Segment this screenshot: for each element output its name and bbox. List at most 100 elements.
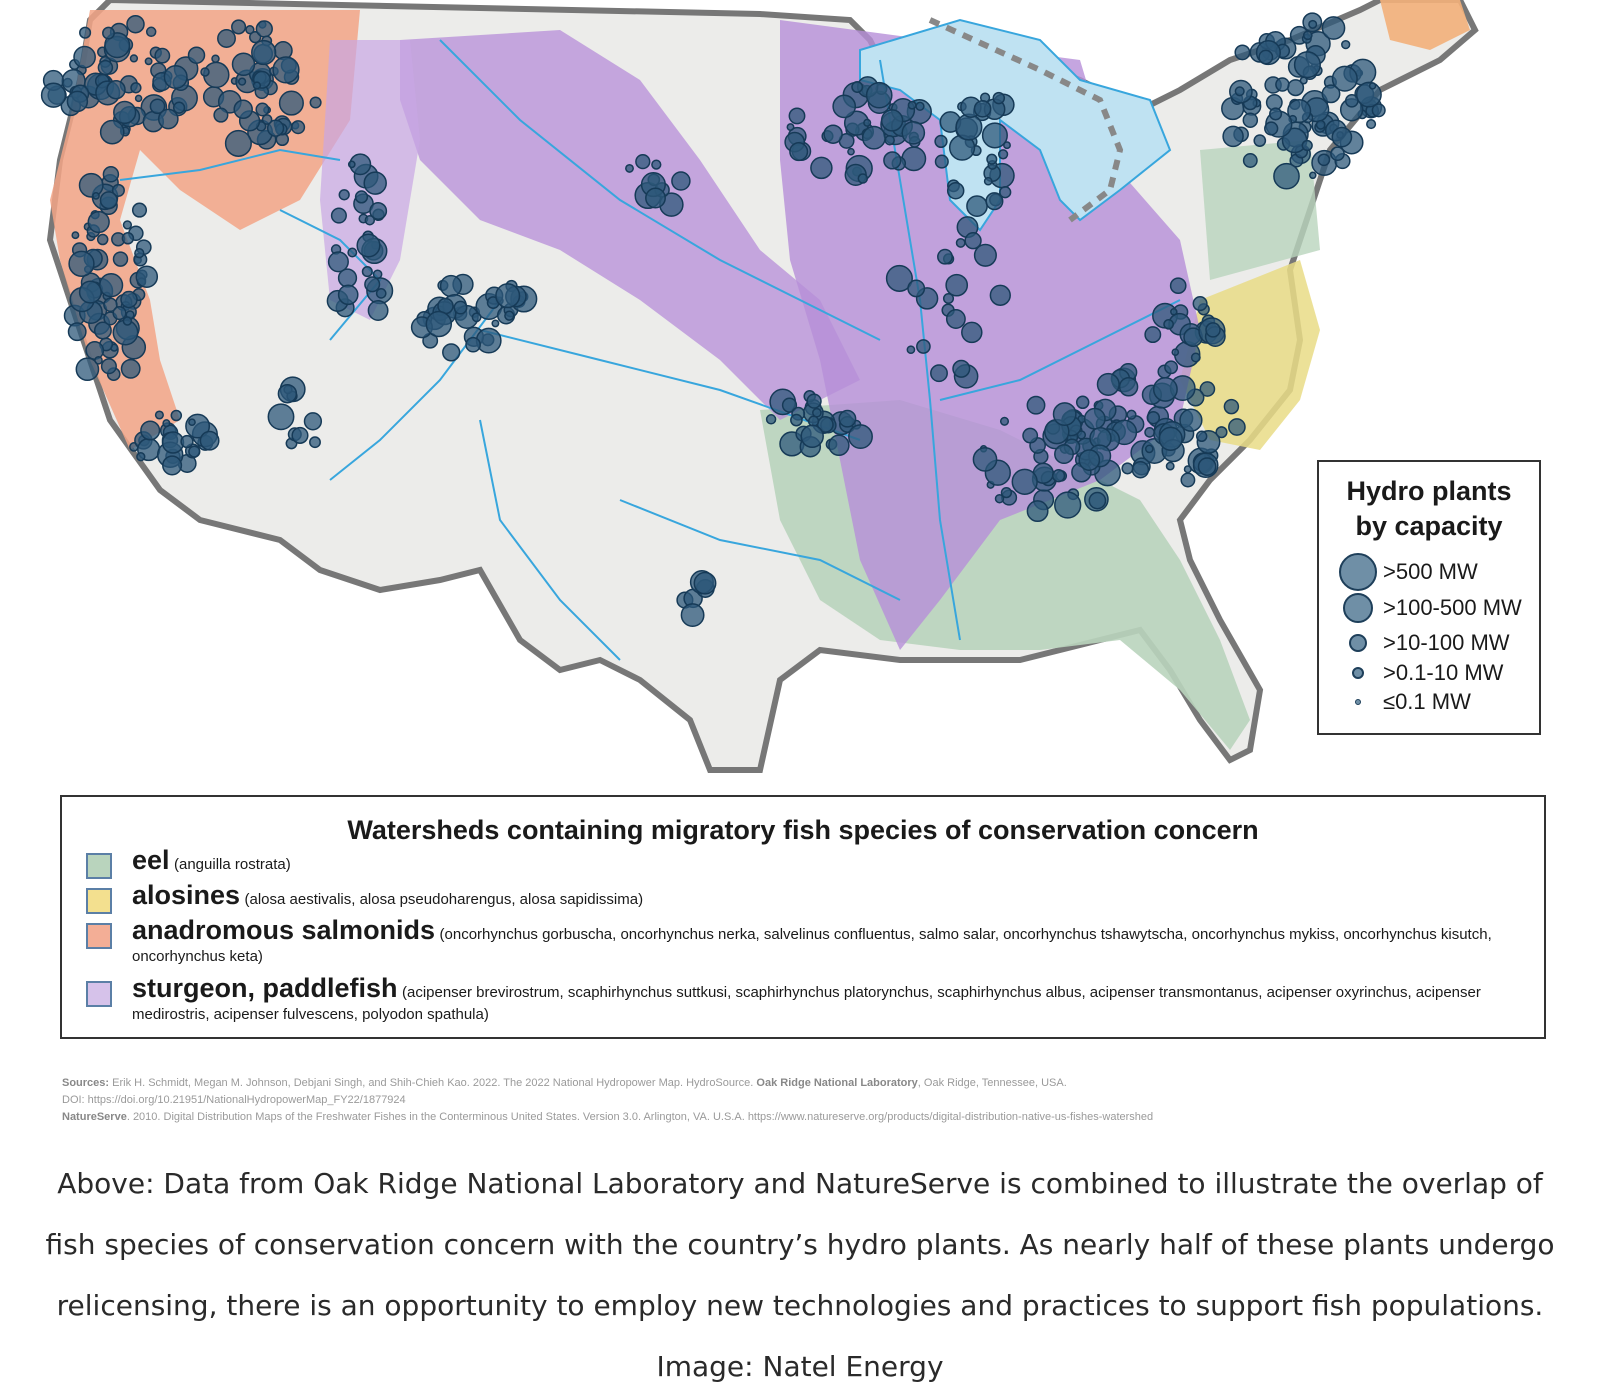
sources-doi: DOI: https://doi.org/10.21951/NationalHy… bbox=[62, 1094, 406, 1106]
hydro-plant-marker bbox=[231, 19, 247, 35]
hydro-plant-marker bbox=[40, 82, 67, 108]
hydro-plant-marker bbox=[1317, 153, 1331, 167]
hydro-plant-marker bbox=[161, 431, 185, 454]
tiny-circle-icon bbox=[1355, 699, 1361, 705]
hydro-plant-marker bbox=[217, 29, 236, 48]
hydro-plant-marker bbox=[1192, 296, 1208, 312]
large-circle-icon bbox=[1339, 553, 1377, 591]
hydro-plant-marker bbox=[946, 181, 965, 200]
hydro-plant-marker bbox=[680, 603, 705, 628]
hydro-plant-marker bbox=[144, 57, 153, 66]
capacity-label: >10-100 MW bbox=[1383, 630, 1510, 655]
eel-swatch bbox=[86, 853, 112, 879]
hydro-plant-marker bbox=[861, 125, 886, 150]
hydro-plant-marker bbox=[93, 321, 112, 340]
hydro-plant-marker bbox=[1011, 468, 1038, 495]
hydro-plant-marker bbox=[157, 108, 179, 130]
hydro-plant-marker bbox=[111, 183, 125, 197]
hydro-plant-marker bbox=[884, 134, 895, 146]
hydro-plant-marker bbox=[1026, 500, 1049, 523]
hydro-plant-marker bbox=[1222, 125, 1244, 148]
hydro-plant-marker bbox=[1234, 86, 1245, 97]
hydro-plant-marker bbox=[1242, 112, 1259, 128]
hydro-plant-marker bbox=[1366, 119, 1377, 130]
hydro-plant-marker bbox=[1234, 44, 1251, 61]
capacity-legend: Hydro plants by capacity >500 MW >100-50… bbox=[1317, 460, 1541, 735]
medium-large-circle-icon bbox=[1343, 593, 1373, 623]
hydro-plant-marker bbox=[309, 96, 322, 109]
hydro-plant-marker bbox=[99, 119, 125, 145]
hydro-plant-marker bbox=[1258, 49, 1274, 65]
hydro-plant-marker bbox=[266, 119, 285, 137]
capacity-row-01-10: >0.1-10 MW bbox=[1319, 658, 1539, 688]
hydro-plant-marker bbox=[354, 190, 369, 204]
hydro-plant-marker bbox=[1321, 16, 1346, 40]
hydro-plant-marker bbox=[1118, 377, 1139, 397]
hydro-plant-marker bbox=[966, 195, 988, 217]
hydro-plant-marker bbox=[1199, 381, 1216, 397]
hydro-plant-marker bbox=[851, 81, 864, 93]
hydro-plant-marker bbox=[671, 171, 691, 191]
species-text: anadromous salmonids (oncorhynchus gorbu… bbox=[132, 917, 1516, 968]
sources-line-3: NatureServe. 2010. Digital Distribution … bbox=[62, 1109, 1552, 1126]
hydro-plant-marker bbox=[1341, 39, 1351, 50]
sources-citation: . 2010. Digital Distribution Maps of the… bbox=[126, 1111, 1154, 1123]
hydro-plant-marker bbox=[140, 420, 161, 441]
salmonids-region-ne bbox=[1380, 0, 1470, 50]
hydro-plant-marker bbox=[1164, 360, 1179, 375]
hydro-plant-marker bbox=[1368, 82, 1377, 90]
hydro-plant-marker bbox=[180, 434, 194, 449]
hydro-plant-marker bbox=[1215, 426, 1228, 439]
hydro-plant-marker bbox=[1273, 162, 1300, 190]
hydro-plant-marker bbox=[810, 156, 833, 180]
species-legend-title: Watersheds containing migratory fish spe… bbox=[347, 815, 1259, 845]
hydro-plant-marker bbox=[1253, 134, 1267, 147]
hydro-plant-marker bbox=[1144, 326, 1162, 344]
hydro-plant-marker bbox=[272, 56, 300, 84]
hydro-plant-marker bbox=[635, 153, 651, 170]
hydro-plant-marker bbox=[693, 571, 717, 595]
hydro-plant-marker bbox=[170, 409, 183, 422]
hydro-plant-marker bbox=[972, 447, 998, 472]
capacity-legend-title: Hydro plants by capacity bbox=[1319, 474, 1539, 544]
hydro-plant-marker bbox=[1051, 469, 1066, 483]
hydro-plant-marker bbox=[955, 237, 966, 248]
hydro-plant-marker bbox=[112, 306, 127, 321]
hydro-plant-marker bbox=[1179, 408, 1203, 432]
capacity-label: >500 MW bbox=[1383, 559, 1478, 584]
hydro-plant-marker bbox=[828, 434, 850, 457]
hydro-plant-marker bbox=[1152, 376, 1178, 402]
hydro-plant-marker bbox=[812, 407, 822, 418]
hydro-plant-marker bbox=[1302, 30, 1313, 41]
hydro-plant-marker bbox=[832, 94, 857, 119]
map-canvas bbox=[40, 0, 1479, 773]
hydro-plant-marker bbox=[997, 149, 1009, 160]
hydro-plant-marker bbox=[788, 107, 806, 125]
river-red bbox=[619, 499, 901, 601]
hydro-plant-marker bbox=[865, 81, 893, 109]
hydro-plant-marker bbox=[994, 493, 1005, 504]
hydro-plant-marker bbox=[973, 99, 992, 118]
hydro-plant-marker bbox=[1293, 51, 1321, 79]
hydro-plant-marker bbox=[154, 47, 171, 64]
hydro-plant-marker bbox=[99, 191, 118, 210]
hydro-plant-marker bbox=[1321, 84, 1341, 104]
hydro-plant-marker bbox=[78, 280, 102, 304]
hydro-plant-marker bbox=[999, 186, 1012, 199]
hydro-plant-marker bbox=[1308, 19, 1318, 29]
map-sources: Sources: Erik H. Schmidt, Megan M. Johns… bbox=[62, 1075, 1552, 1126]
hydro-plant-marker bbox=[85, 341, 105, 360]
species-name: eel bbox=[132, 845, 170, 875]
capacity-row-10-100: >10-100 MW bbox=[1319, 628, 1539, 658]
hydro-plant-marker bbox=[942, 292, 955, 305]
medium-circle-icon bbox=[1349, 634, 1367, 652]
hydro-plant-marker bbox=[880, 109, 904, 132]
hydro-plant-marker bbox=[1331, 126, 1353, 148]
hydro-plant-marker bbox=[442, 343, 461, 362]
hydro-plant-marker bbox=[255, 20, 273, 38]
hydro-plant-marker bbox=[961, 321, 983, 344]
hydro-plant-marker bbox=[134, 94, 143, 103]
species-scientific: (acipenser brevirostrum, scaphirhynchus … bbox=[132, 984, 1481, 1023]
species-name: alosines bbox=[132, 880, 241, 910]
hydro-plant-marker bbox=[1076, 430, 1087, 440]
